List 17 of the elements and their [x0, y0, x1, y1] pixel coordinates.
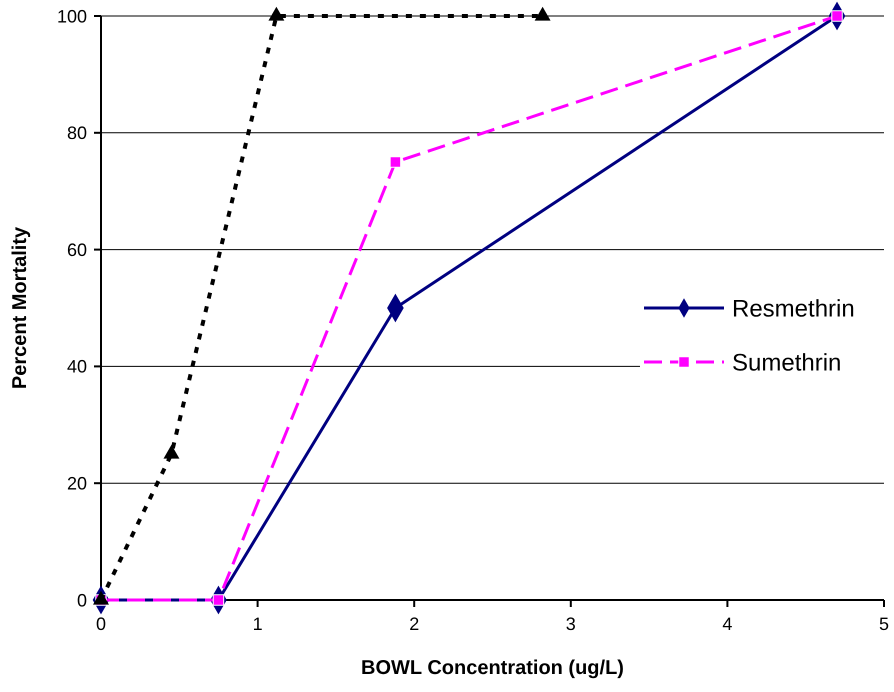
y-tick-label: 60	[66, 240, 87, 260]
x-axis-title: BOWL Concentration (ug/L)	[361, 657, 624, 679]
x-tick-label: 1	[252, 614, 263, 634]
x-tick-label: 0	[96, 614, 106, 634]
y-axis-title: Percent Mortality	[9, 226, 31, 390]
x-tick-label: 3	[566, 614, 576, 634]
y-tick-label: 100	[56, 6, 87, 26]
y-tick-label: 20	[66, 474, 87, 494]
y-tick-label: 40	[66, 356, 87, 377]
y-tick-label: 80	[66, 123, 87, 144]
y-tick-label: 0	[76, 590, 87, 610]
point	[390, 156, 402, 168]
legend-label: Sumethrin	[732, 349, 842, 376]
x-tick-label: 2	[409, 614, 420, 634]
legend-label: Resmethrin	[732, 295, 855, 322]
x-tick-label: 4	[722, 614, 732, 634]
x-tick-label: 5	[878, 614, 890, 634]
